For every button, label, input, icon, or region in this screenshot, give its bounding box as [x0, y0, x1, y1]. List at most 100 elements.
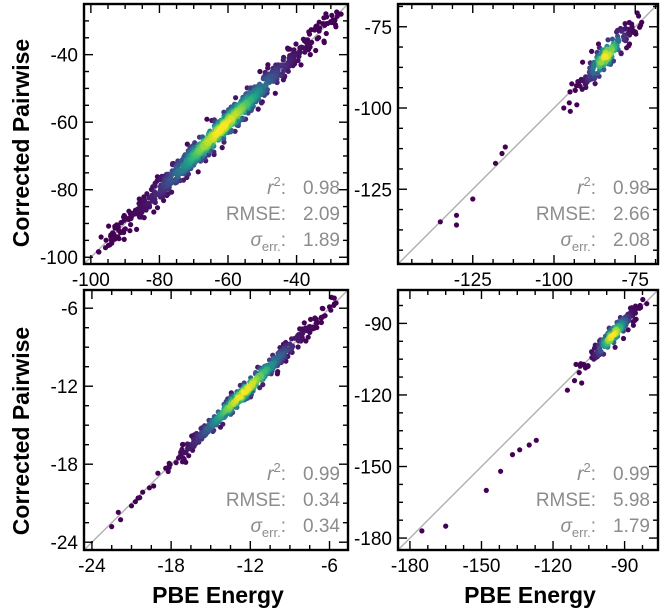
data-point: [470, 196, 476, 202]
axes-frame: [82, 2, 350, 266]
data-point: [318, 314, 324, 320]
sigma-label: σerr.:: [250, 230, 286, 254]
data-point: [258, 100, 265, 106]
data-point: [574, 102, 580, 108]
data-point: [321, 39, 327, 46]
data-point: [305, 334, 311, 340]
data-point: [173, 460, 179, 466]
data-point: [328, 307, 334, 313]
data-point: [265, 65, 271, 71]
rmse-value: 2.66: [613, 204, 650, 225]
data-point: [618, 28, 625, 34]
data-point: [596, 345, 603, 351]
data-point: [614, 29, 620, 35]
y-tick-label: -80: [51, 181, 78, 202]
data-point: [195, 169, 201, 175]
data-point: [492, 160, 499, 166]
data-point: [109, 524, 115, 530]
data-point: [334, 9, 340, 15]
data-point: [174, 164, 181, 170]
data-point: [332, 22, 338, 28]
data-point: [592, 81, 598, 87]
data-point: [320, 306, 326, 312]
data-point: [610, 58, 617, 64]
data-point: [132, 499, 138, 505]
data-point: [318, 319, 324, 326]
data-point: [137, 495, 143, 501]
data-point: [437, 219, 443, 225]
data-point: [509, 452, 516, 458]
y-axis-title-top: Corrected Pairwise: [8, 39, 34, 247]
data-point: [579, 380, 585, 386]
data-point: [275, 369, 281, 375]
data-point: [313, 316, 319, 322]
data-point: [316, 28, 322, 34]
r2-value: 0.98: [613, 178, 650, 199]
data-point: [113, 224, 119, 230]
x-tick-label: -80: [146, 270, 173, 291]
y-tick-label: -24: [51, 533, 79, 554]
data-point: [329, 12, 335, 18]
axes-frame: [396, 288, 660, 552]
data-point: [144, 191, 150, 197]
data-point: [533, 437, 539, 443]
data-point: [636, 13, 642, 19]
data-point: [127, 228, 133, 234]
data-point: [233, 95, 239, 101]
panel-top-left: -100 -80 -60 -40 -100 -80 -60 -40 r2: 0.98 RMSE: 2.…: [40, 2, 350, 291]
data-point: [287, 46, 293, 52]
data-point: [287, 341, 293, 347]
data-point: [569, 81, 575, 87]
rmse-label: RMSE:: [226, 490, 286, 511]
data-point: [199, 134, 206, 140]
data-point: [165, 191, 171, 197]
y-tick-label: -100: [354, 99, 392, 120]
data-point: [517, 447, 523, 453]
x-tick-label: -75: [622, 270, 649, 291]
sigma-value: 0.34: [303, 516, 340, 537]
axes-frame: [396, 2, 660, 266]
r2-value: 0.99: [613, 464, 650, 485]
sigma-label: σerr.:: [250, 516, 286, 540]
y-tick-label: -180: [354, 529, 392, 550]
data-point: [257, 68, 263, 75]
data-point: [567, 89, 573, 95]
data-point: [134, 226, 140, 232]
x-tick-label: -150: [462, 556, 500, 577]
plot-area: [84, 290, 348, 550]
x-tick-label: -125: [454, 270, 492, 291]
data-point: [564, 387, 571, 393]
rmse-label: RMSE:: [536, 204, 596, 225]
data-point: [167, 462, 173, 468]
data-point: [502, 144, 508, 150]
data-point: [204, 426, 210, 432]
data-point: [587, 73, 593, 79]
x-tick-label: -12: [237, 556, 264, 577]
data-point: [304, 327, 310, 334]
data-point: [573, 361, 579, 367]
data-point: [576, 370, 582, 376]
panel-bottom-right: -180 -150 -120 -90 -180 -150 -120 -90 r2: 0.99 RMS…: [354, 288, 660, 577]
data-point: [572, 87, 578, 93]
data-point: [204, 116, 210, 122]
plot-area: [398, 290, 658, 550]
data-point: [294, 335, 300, 341]
x-tick-label: -100: [72, 270, 110, 291]
x-tick-label: -18: [157, 556, 184, 577]
data-point: [121, 236, 127, 242]
r2-value: 0.99: [303, 464, 340, 485]
sigma-value: 1.79: [613, 516, 650, 537]
data-point: [303, 338, 309, 344]
data-point: [419, 528, 425, 534]
data-point: [499, 150, 505, 157]
y-tick-label: -100: [40, 248, 78, 269]
data-point: [303, 39, 309, 46]
r2-label: r2:: [267, 460, 286, 485]
data-point: [236, 394, 242, 400]
data-point: [331, 295, 337, 301]
data-point: [566, 100, 572, 106]
r2-label: r2:: [577, 174, 596, 199]
x-tick-label: -6: [321, 556, 338, 577]
r2-label: r2:: [267, 174, 286, 199]
rmse-label: RMSE:: [536, 490, 596, 511]
